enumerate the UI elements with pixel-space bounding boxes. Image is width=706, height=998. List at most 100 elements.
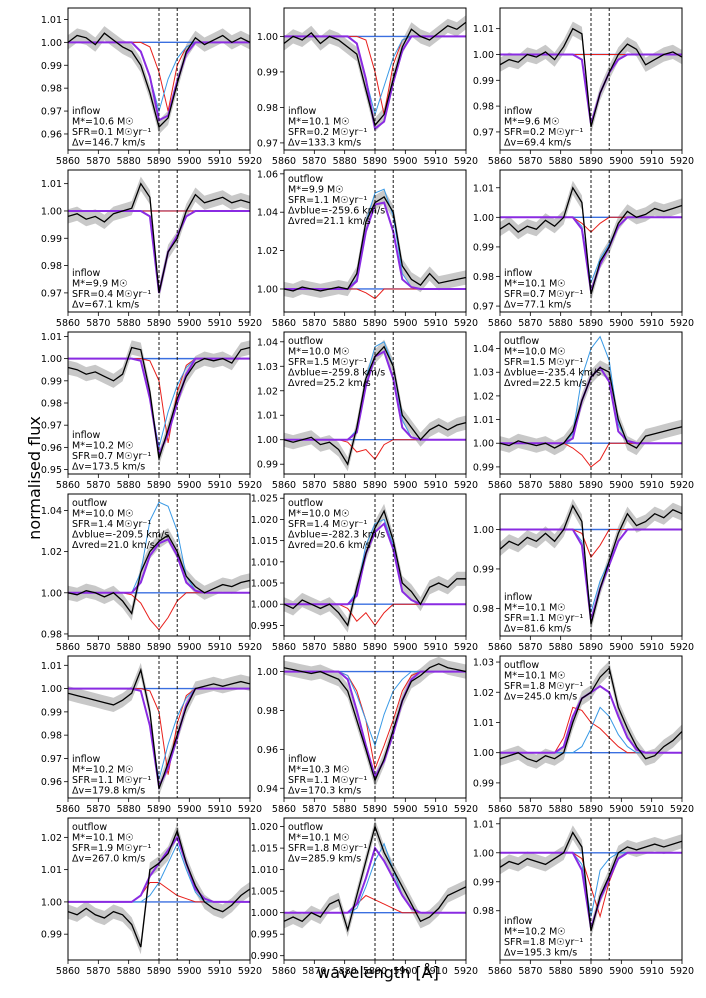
x-tick-label: 5900 — [609, 156, 633, 167]
flux-error-band — [68, 528, 250, 621]
flux-line — [284, 663, 466, 783]
flux-line — [68, 32, 250, 129]
x-tick-label: 5880 — [549, 480, 573, 491]
y-tick-label: 1.01 — [41, 661, 62, 672]
y-tick-label: 1.020 — [251, 822, 278, 833]
x-tick-label: 5870 — [86, 966, 110, 977]
y-tick-label: 1.06 — [257, 169, 278, 180]
y-tick-label: 0.99 — [473, 242, 494, 253]
x-tick-label: 5920 — [238, 966, 262, 977]
y-tick-label: 1.00 — [257, 32, 278, 43]
y-tick-label: 1.01 — [473, 183, 494, 194]
x-tick-label: 5890 — [579, 156, 603, 167]
panel-grid: 5860 5870 5880 5890 5900 5910 5920 0.96 0.97 0.98… — [41, 7, 694, 977]
panel-7: 5860 5870 5880 5890 5900 5910 5920 0.95 0.96 0.97… — [41, 331, 262, 491]
y-tick-label: 0.96 — [257, 745, 278, 756]
x-tick-label: 5860 — [488, 480, 512, 491]
annotation-line: SFR=0.2 M☉yr⁻¹ — [288, 127, 367, 138]
y-tick-label: 1.01 — [473, 819, 494, 830]
y-tick-label: 0.97 — [41, 288, 62, 299]
x-tick-label: 5860 — [488, 804, 512, 815]
x-tick-label: 5920 — [670, 480, 694, 491]
y-tick-label: 1.03 — [473, 658, 494, 669]
x-tick-label: 5900 — [393, 156, 417, 167]
x-tick-label: 5880 — [549, 318, 573, 329]
annotation-line: outflow — [504, 660, 539, 671]
annotation-line: inflow — [504, 106, 532, 117]
x-tick-label: 5890 — [363, 318, 387, 329]
y-tick-label: 0.990 — [251, 951, 278, 962]
x-tick-label: 5910 — [640, 156, 664, 167]
annotation-line: Δvred=21.1 km/s — [288, 216, 371, 227]
x-tick-label: 5880 — [333, 642, 357, 653]
x-tick-label: 5910 — [424, 156, 448, 167]
flux-error-band — [68, 26, 250, 135]
plot-area — [68, 26, 250, 135]
x-tick-label: 5880 — [333, 480, 357, 491]
annotation-line: outflow — [288, 336, 323, 347]
red-component-line — [500, 706, 682, 754]
x-tick-label: 5920 — [454, 966, 478, 977]
x-tick-label: 5870 — [518, 156, 542, 167]
x-tick-label: 5910 — [208, 966, 232, 977]
annotation-line: M*=9.9 M☉ — [288, 185, 344, 196]
x-tick-label: 5890 — [363, 642, 387, 653]
y-tick-label: 1.01 — [473, 415, 494, 426]
annotation-line: Δv=179.8 km/s — [72, 786, 145, 797]
y-tick-label: 1.020 — [251, 515, 278, 526]
x-tick-label: 5860 — [488, 156, 512, 167]
panel-12: 5860 5870 5880 5890 5900 5910 5920 0.98 0.99 1.00… — [473, 493, 694, 653]
y-tick-label: 1.00 — [257, 284, 278, 295]
x-tick-label: 5920 — [238, 318, 262, 329]
x-tick-label: 5900 — [393, 318, 417, 329]
panel-17: 5860 5870 5880 5890 5900 5910 5920 0.990 0.995 1.… — [251, 817, 478, 977]
x-tick-label: 5910 — [640, 966, 664, 977]
x-tick-label: 5900 — [177, 966, 201, 977]
y-tick-label: 0.99 — [473, 76, 494, 87]
y-tick-label: 0.98 — [41, 399, 62, 410]
x-tick-label: 5900 — [177, 804, 201, 815]
y-tick-label: 1.02 — [473, 391, 494, 402]
y-tick-label: 1.00 — [473, 525, 494, 536]
y-tick-label: 1.00 — [41, 38, 62, 49]
annotation-line: M*=10.1 M☉ — [288, 833, 350, 844]
blue-component-line — [500, 706, 682, 754]
flux-line — [284, 824, 466, 933]
x-tick-label: 5890 — [363, 480, 387, 491]
y-tick-label: 1.02 — [257, 386, 278, 397]
y-tick-label: 1.000 — [251, 600, 278, 611]
annotation-line: Δvred=22.5 km/s — [504, 378, 587, 389]
x-tick-label: 5890 — [147, 156, 171, 167]
y-tick-label: 1.04 — [257, 337, 278, 348]
x-tick-label: 5860 — [488, 966, 512, 977]
x-tick-label: 5870 — [302, 480, 326, 491]
flux-error-band — [284, 15, 466, 133]
y-tick-label: 0.995 — [251, 621, 278, 632]
x-tick-label: 5880 — [117, 156, 141, 167]
annotation-line: inflow — [504, 916, 532, 927]
x-tick-label: 5900 — [177, 156, 201, 167]
y-tick-label: 0.94 — [257, 784, 278, 795]
annotation-line: M*=10.2 M☉ — [72, 765, 134, 776]
x-tick-label: 5880 — [117, 966, 141, 977]
x-tick-label: 5900 — [177, 642, 201, 653]
x-tick-label: 5910 — [640, 318, 664, 329]
x-tick-label: 5880 — [333, 966, 357, 977]
y-tick-label: 1.01 — [41, 865, 62, 876]
x-tick-label: 5860 — [272, 642, 296, 653]
x-tick-label: 5870 — [302, 642, 326, 653]
x-tick-label: 5870 — [86, 804, 110, 815]
panel-10: 5860 5870 5880 5890 5900 5910 5920 0.98 1.00 1.02… — [41, 493, 262, 653]
x-tick-label: 5920 — [454, 318, 478, 329]
y-tick-label: 1.02 — [473, 688, 494, 699]
y-tick-label: 1.03 — [473, 368, 494, 379]
x-tick-label: 5910 — [640, 804, 664, 815]
y-tick-label: 1.00 — [473, 848, 494, 859]
panel-6: 5860 5870 5880 5890 5900 5910 5920 0.97 0.98 0.99… — [473, 169, 694, 329]
y-tick-label: 0.99 — [257, 67, 278, 78]
x-tick-label: 5890 — [147, 804, 171, 815]
model-line — [68, 538, 250, 594]
x-tick-label: 5910 — [424, 318, 448, 329]
x-tick-label: 5870 — [86, 642, 110, 653]
annotation-line: SFR=1.4 M☉yr⁻¹ — [72, 519, 151, 530]
